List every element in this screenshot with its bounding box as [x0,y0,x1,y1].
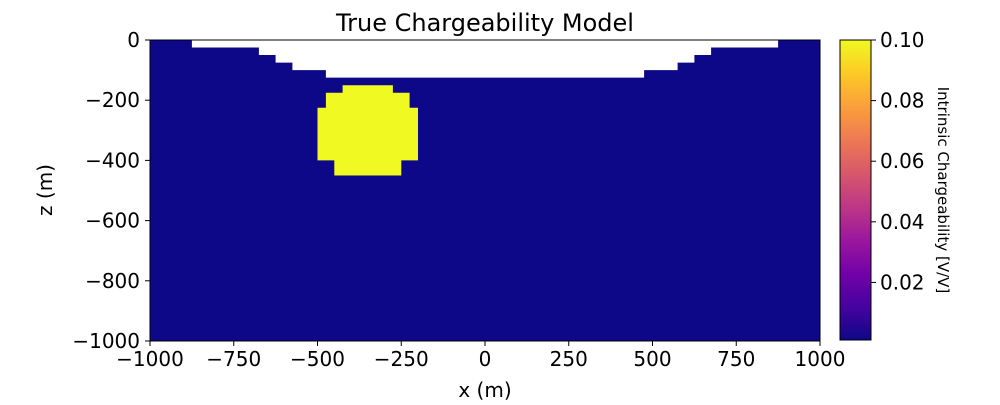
colorbar-label: Intrinsic Chargeability [V/V] [934,87,952,294]
x-axis: −1000 −750 −500 −250 0 250 500 750 1000 [116,341,845,371]
x-tick-label: 250 [550,347,588,371]
y-tick-label: −400 [85,148,140,172]
x-tick-label: 0 [479,347,492,371]
x-tick-label: 500 [633,347,671,371]
colorbar-tick-label: 0.06 [880,149,925,173]
colorbar-gradient [839,39,872,341]
y-axis-label: z (m) [33,164,57,216]
x-axis-label: x (m) [458,378,511,400]
x-tick-label: 1000 [795,347,846,371]
air-region [150,40,820,78]
x-tick-label: −250 [374,347,429,371]
y-tick-label: −800 [85,269,140,293]
x-tick-label: −1000 [116,347,184,371]
colorbar-tick-label: 0.10 [880,28,925,52]
y-tick-label: −200 [85,88,140,112]
colorbar-tick-label: 0.08 [880,89,925,113]
plot-area [150,40,820,341]
x-tick-label: −500 [290,347,345,371]
colorbar-tick-label: 0.04 [880,210,925,234]
y-tick-label: −1000 [72,329,140,353]
colorbar: 0.02 0.04 0.06 0.08 0.10 Intrinsic Chargeabi… [839,28,952,341]
colorbar-tick-label: 0.02 [880,270,925,294]
y-tick-label: 0 [127,28,140,52]
y-axis: 0 −200 −400 −600 −800 −1000 [72,28,150,353]
chart-title: True Chargeability Model [335,9,634,37]
x-tick-label: −750 [206,347,261,371]
colorbar-ticks: 0.02 0.04 0.06 0.08 0.10 [871,28,925,294]
y-tick-label: −600 [85,209,140,233]
x-tick-label: 750 [717,347,755,371]
chargeable-anomaly [317,85,418,176]
background-cells [150,40,820,341]
